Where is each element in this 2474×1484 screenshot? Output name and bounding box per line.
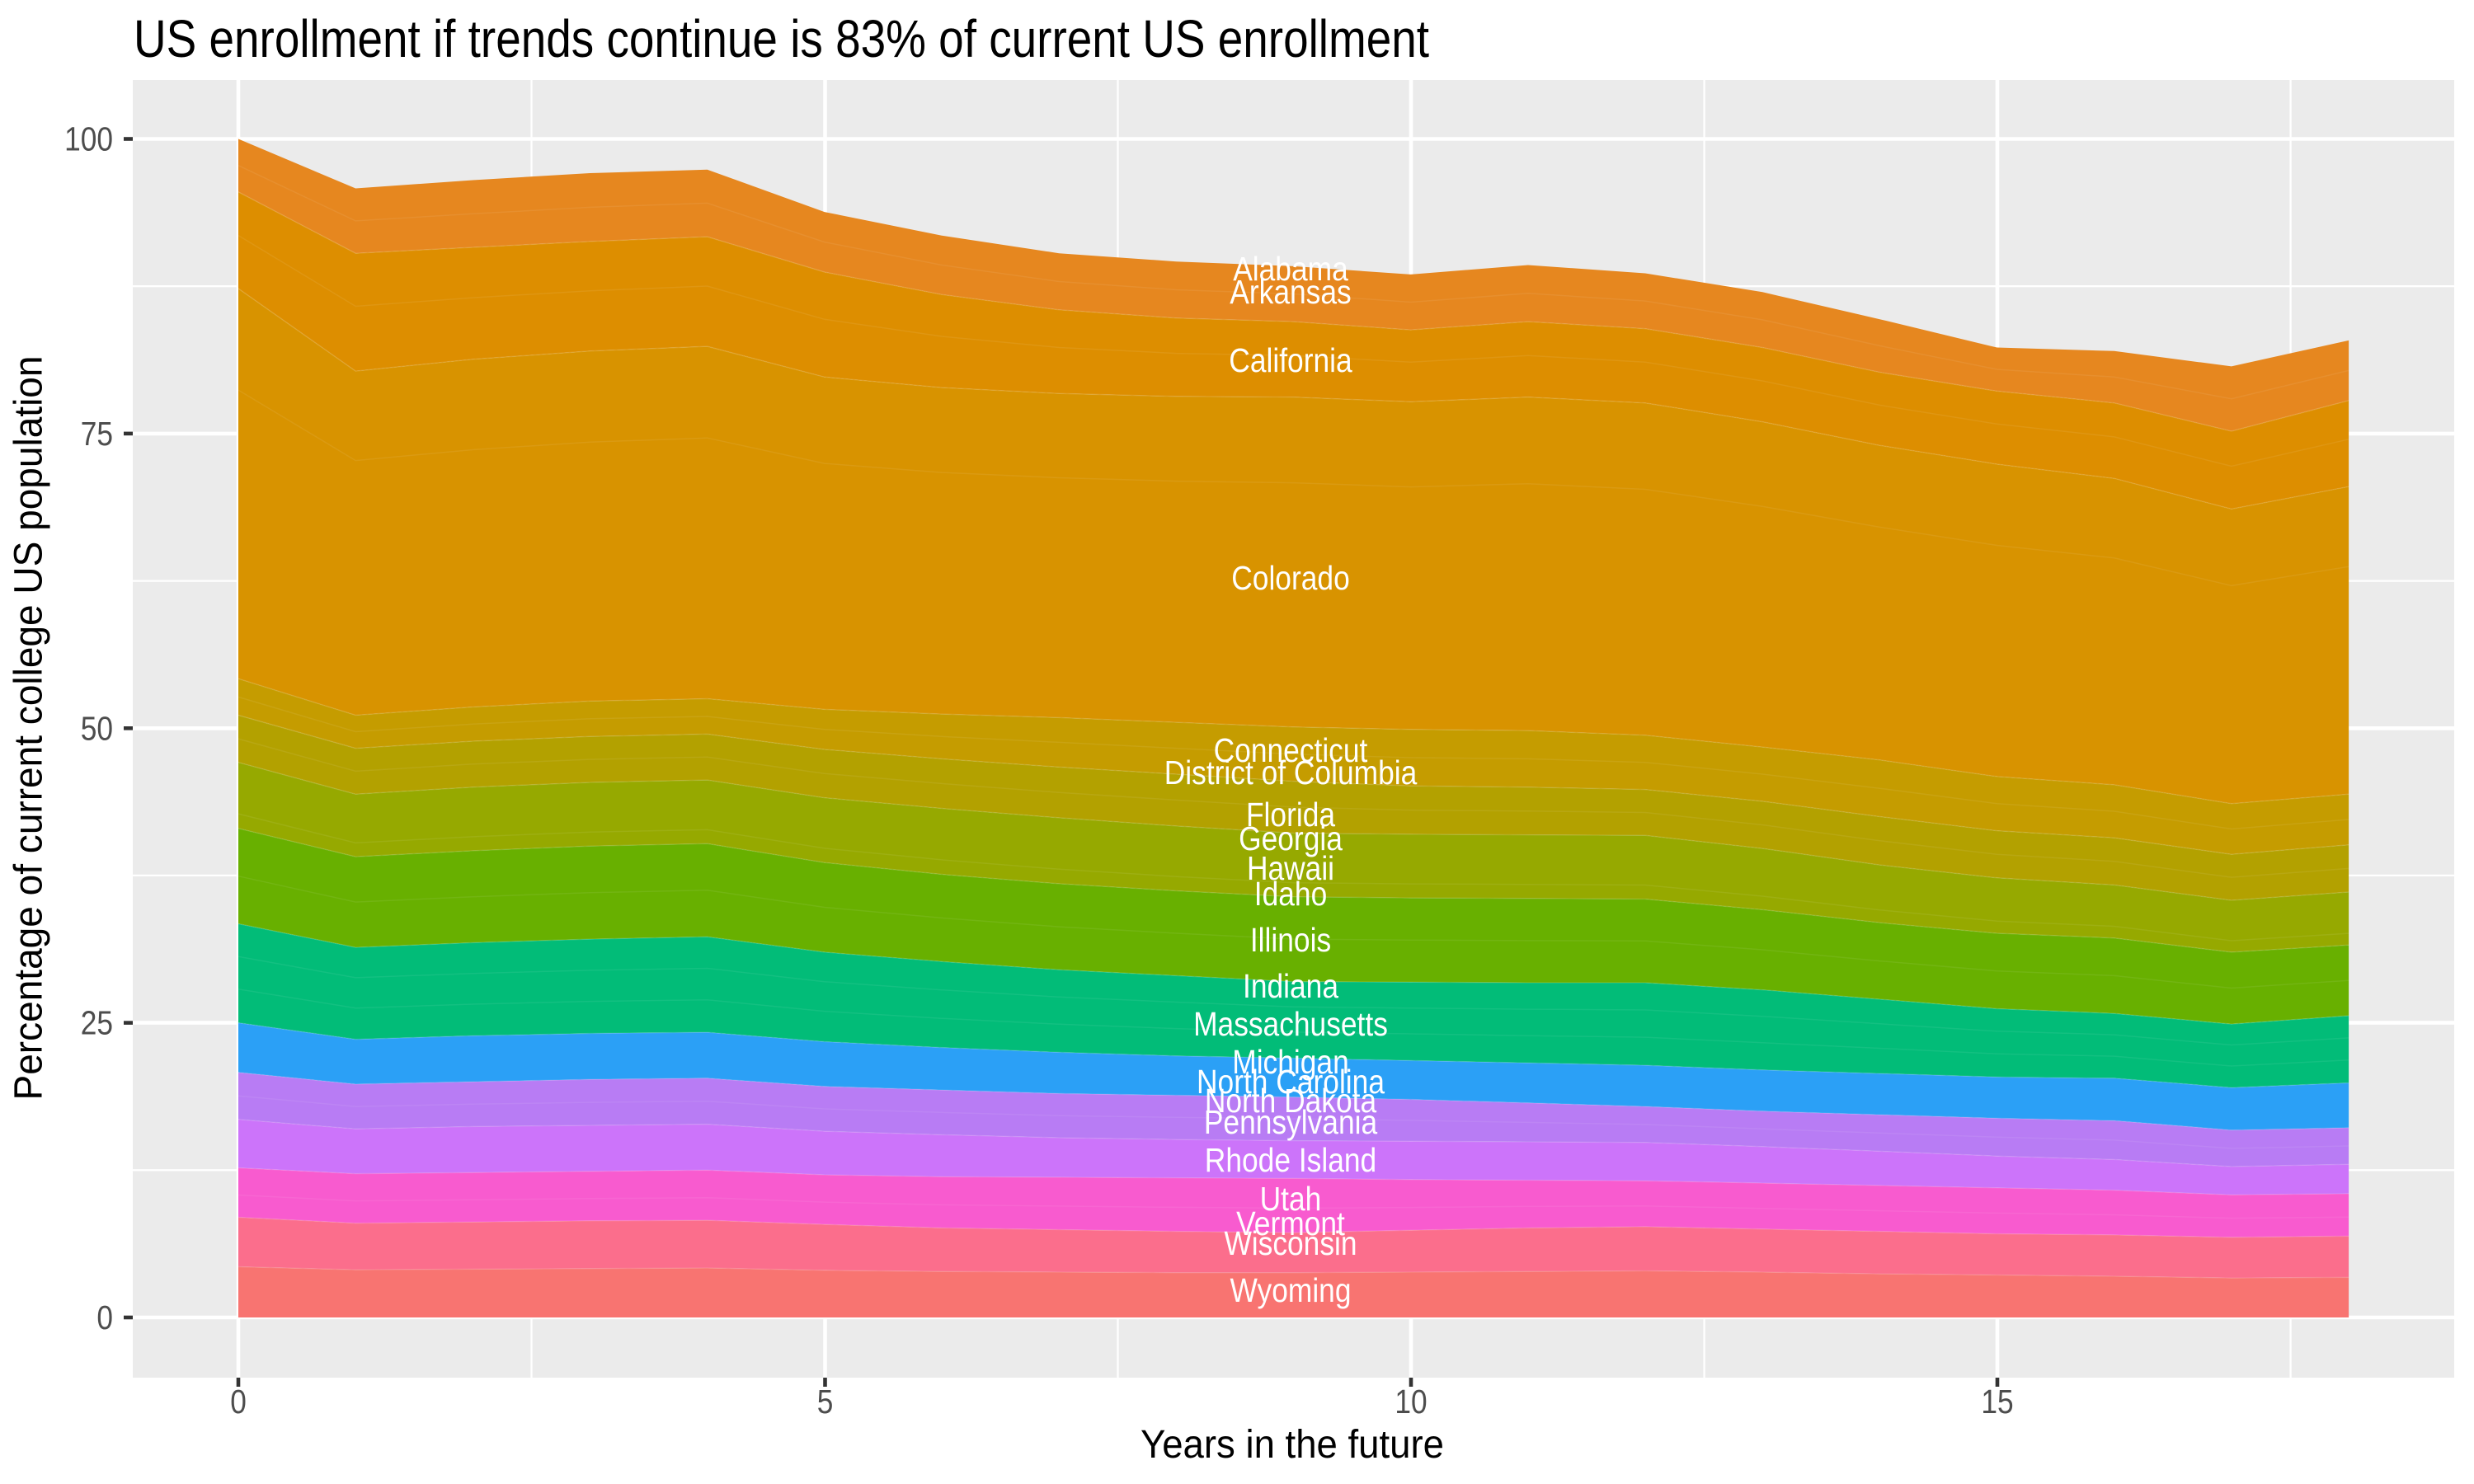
svg-text:Indiana: Indiana — [1243, 967, 1338, 1005]
svg-text:US enrollment if trends contin: US enrollment if trends continue is 83% … — [134, 9, 1429, 68]
svg-text:Illinois: Illinois — [1250, 921, 1331, 959]
svg-text:North Carolina: North Carolina — [1197, 1063, 1385, 1101]
svg-text:Michigan: Michigan — [1232, 1043, 1349, 1081]
svg-text:5: 5 — [817, 1383, 834, 1421]
svg-text:Massachusetts: Massachusetts — [1193, 1005, 1388, 1043]
svg-text:50: 50 — [81, 709, 113, 747]
svg-text:0: 0 — [230, 1383, 247, 1421]
svg-text:Wyoming: Wyoming — [1230, 1271, 1352, 1309]
svg-text:Florida: Florida — [1246, 796, 1336, 834]
svg-text:75: 75 — [81, 415, 113, 453]
svg-text:15: 15 — [1981, 1383, 2013, 1421]
svg-text:Pennsylvania: Pennsylvania — [1204, 1103, 1378, 1141]
svg-text:0: 0 — [96, 1298, 113, 1336]
svg-text:Percentage of current college: Percentage of current college US populat… — [7, 356, 51, 1101]
svg-text:Years in the future: Years in the future — [1141, 1423, 1444, 1467]
svg-text:Colorado: Colorado — [1231, 559, 1350, 597]
svg-text:10: 10 — [1395, 1383, 1427, 1421]
svg-text:North Dakota: North Dakota — [1205, 1082, 1377, 1120]
svg-text:District of Columbia: District of Columbia — [1164, 754, 1418, 791]
svg-text:Rhode Island: Rhode Island — [1205, 1141, 1376, 1179]
svg-text:25: 25 — [81, 1004, 113, 1042]
svg-text:Arkansas: Arkansas — [1230, 273, 1351, 311]
svg-text:100: 100 — [64, 120, 113, 158]
svg-text:Vermont: Vermont — [1236, 1205, 1345, 1242]
svg-text:California: California — [1229, 341, 1352, 379]
svg-text:Idaho: Idaho — [1254, 875, 1328, 913]
svg-text:Wisconsin: Wisconsin — [1224, 1224, 1357, 1262]
svg-text:Connecticut: Connecticut — [1214, 731, 1368, 769]
svg-text:Utah: Utah — [1260, 1180, 1322, 1218]
svg-text:Alabama: Alabama — [1233, 250, 1348, 288]
svg-text:Georgia: Georgia — [1239, 819, 1343, 857]
svg-text:Hawaii: Hawaii — [1247, 849, 1334, 887]
